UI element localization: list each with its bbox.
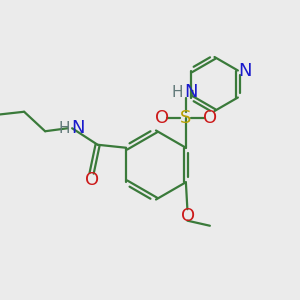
Text: O: O	[85, 171, 99, 189]
Text: H: H	[58, 121, 70, 136]
Text: O: O	[155, 109, 169, 127]
Text: S: S	[180, 109, 192, 127]
Text: O: O	[203, 109, 217, 127]
Text: N: N	[184, 83, 198, 101]
Text: N: N	[71, 119, 84, 137]
Text: N: N	[238, 61, 252, 80]
Text: O: O	[181, 207, 195, 225]
Text: H: H	[172, 85, 183, 100]
